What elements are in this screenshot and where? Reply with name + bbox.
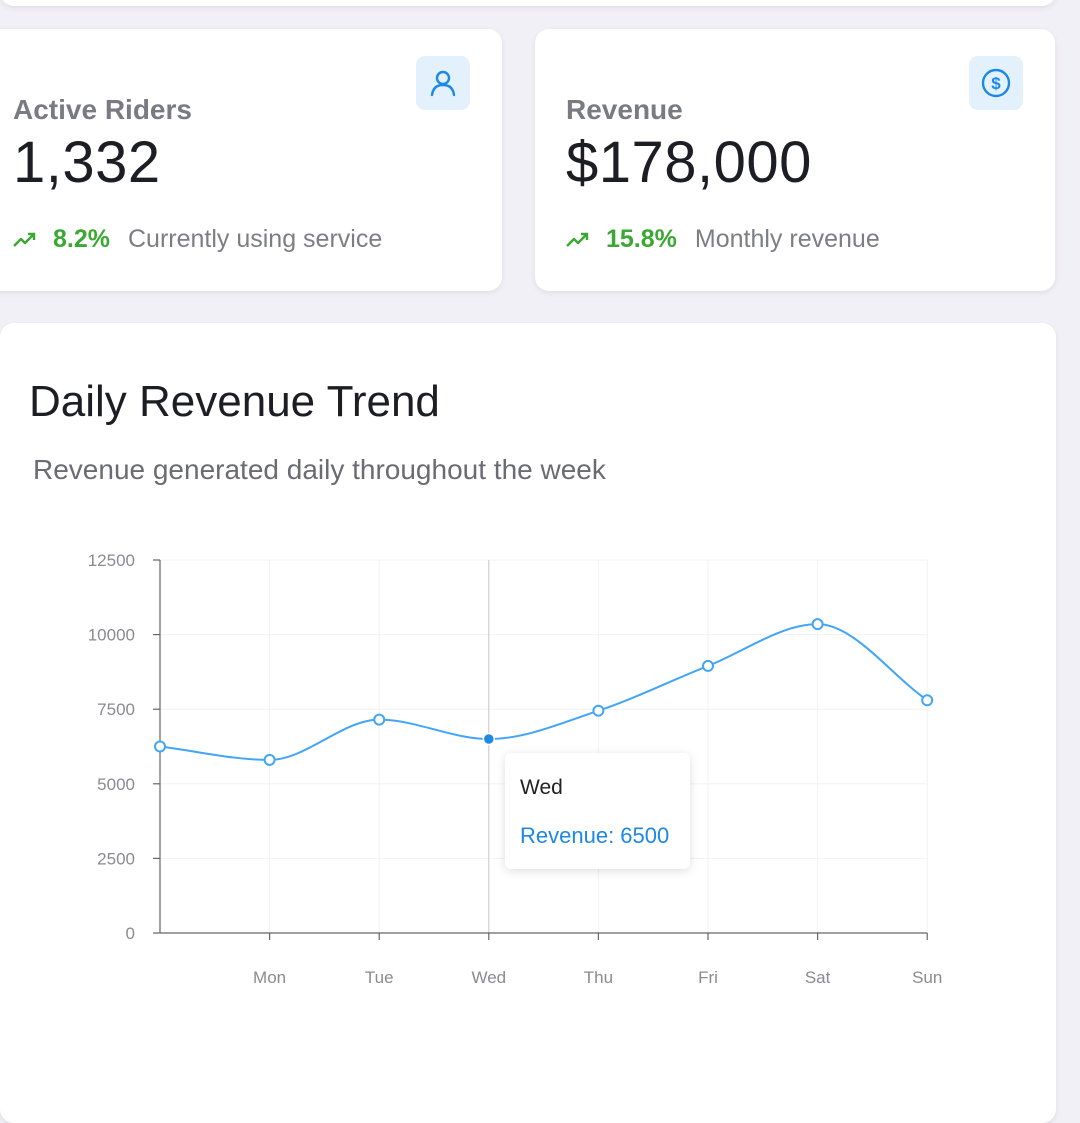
- revenue-chart-card: Daily Revenue Trend Revenue generated da…: [0, 323, 1056, 1123]
- user-icon: [416, 56, 470, 110]
- chart-tooltip: Wed Revenue: 6500: [505, 753, 690, 869]
- data-point: [373, 713, 386, 726]
- trend-description: Currently using service: [127, 225, 383, 253]
- svg-text:$: $: [991, 74, 1001, 93]
- data-point-active: [482, 732, 496, 746]
- trending-up-icon: [13, 232, 36, 247]
- card-label: Active Riders: [13, 94, 192, 125]
- tooltip-day: Wed: [520, 776, 563, 799]
- revenue-line: [159, 623, 928, 761]
- tooltip-value: Revenue: 6500: [520, 823, 670, 848]
- card-footer: 8.2% Currently using service: [13, 225, 382, 254]
- card-value: $178,000: [566, 130, 812, 195]
- y-tick-label: 0: [126, 924, 135, 943]
- y-tick-label: 12500: [88, 551, 135, 570]
- card-value: 1,332: [13, 130, 161, 195]
- x-tick-label: Sun: [912, 968, 942, 987]
- x-tick-label: Mon: [253, 968, 286, 987]
- chart-title: Daily Revenue Trend: [29, 377, 440, 426]
- data-point: [921, 694, 934, 707]
- top-card: [0, 0, 1056, 6]
- trend-percent: 8.2%: [53, 225, 110, 253]
- trend-percent: 15.8%: [606, 225, 677, 253]
- data-point: [154, 740, 166, 753]
- trend-description: Monthly revenue: [694, 225, 880, 253]
- x-tick-label: Sat: [805, 968, 831, 987]
- revenue-card[interactable]: Revenue $ $178,000 15.8% Monthly revenue: [535, 29, 1055, 291]
- y-tick-label: 10000: [88, 626, 135, 645]
- y-tick-label: 5000: [97, 775, 135, 794]
- card-label: Revenue: [566, 94, 683, 125]
- chart-subtitle: Revenue generated daily throughout the w…: [33, 454, 606, 485]
- y-tick-label: 2500: [97, 849, 135, 868]
- trending-up-icon: [566, 232, 589, 247]
- card-footer: 15.8% Monthly revenue: [566, 225, 880, 254]
- data-point: [592, 704, 605, 717]
- data-point: [811, 618, 824, 631]
- active-riders-card[interactable]: Active Riders 1,332 8.2% Currently using…: [0, 29, 502, 291]
- x-tick-label: Fri: [698, 968, 718, 987]
- x-tick-label: Wed: [471, 968, 506, 987]
- line-chart[interactable]: 0 2500 5000 7500 10000 12500 Mon Tue Wed Thu Fri Sa…: [0, 323, 1056, 1080]
- dollar-icon: $: [969, 56, 1023, 110]
- data-point: [702, 659, 714, 672]
- data-point: [263, 753, 276, 766]
- x-tick-label: Thu: [584, 968, 613, 987]
- x-tick-label: Tue: [365, 968, 394, 987]
- y-tick-label: 7500: [97, 700, 135, 719]
